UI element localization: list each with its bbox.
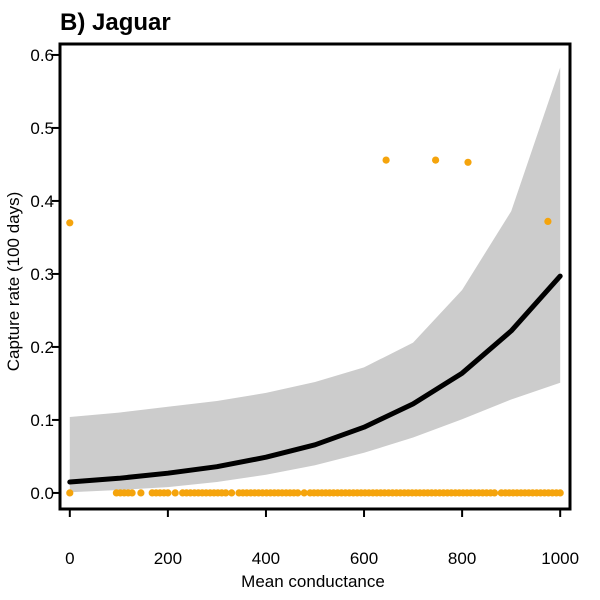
y-axis-label: Capture rate (100 days) bbox=[4, 192, 23, 372]
confidence-band-layer bbox=[69, 67, 561, 493]
data-point bbox=[382, 156, 390, 164]
x-axis-label: Mean conductance bbox=[241, 572, 385, 591]
data-point bbox=[544, 217, 552, 225]
data-point bbox=[222, 489, 230, 497]
x-tick-label: 800 bbox=[448, 549, 476, 568]
x-tick-label: 0 bbox=[65, 549, 74, 568]
data-point bbox=[300, 489, 308, 497]
x-axis: 0 200 400 600 800 1000 bbox=[65, 509, 579, 568]
y-tick-label: 0.4 bbox=[30, 192, 54, 211]
data-point bbox=[171, 489, 179, 497]
y-tick-label: 0.2 bbox=[30, 338, 54, 357]
confidence-band bbox=[69, 67, 561, 493]
data-point bbox=[490, 489, 499, 497]
fit-line-layer bbox=[67, 273, 563, 485]
data-point bbox=[464, 158, 472, 166]
data-point bbox=[556, 489, 564, 497]
x-tick-label: 600 bbox=[350, 549, 378, 568]
data-point bbox=[128, 489, 136, 497]
x-tick-label: 400 bbox=[252, 549, 280, 568]
x-tick-label: 1000 bbox=[541, 549, 579, 568]
data-point bbox=[66, 219, 74, 227]
x-tick-label: 200 bbox=[154, 549, 182, 568]
y-tick-label: 0.0 bbox=[30, 484, 54, 503]
y-tick-label: 0.6 bbox=[30, 46, 54, 65]
data-point bbox=[228, 489, 236, 497]
chart-title: B) Jaguar bbox=[60, 9, 171, 36]
y-tick-label: 0.1 bbox=[30, 411, 54, 430]
data-point bbox=[164, 489, 172, 497]
y-tick-label: 0.3 bbox=[30, 265, 54, 284]
data-point bbox=[66, 489, 74, 497]
y-axis: 0.0 0.1 0.2 0.3 0.4 0.5 0.6 bbox=[30, 46, 60, 503]
data-point bbox=[137, 489, 145, 497]
data-points-layer bbox=[66, 156, 564, 497]
plot-frame bbox=[58, 42, 572, 511]
data-point bbox=[294, 489, 302, 497]
data-point bbox=[432, 156, 440, 164]
y-tick-label: 0.5 bbox=[30, 119, 54, 138]
fit-line bbox=[67, 273, 563, 485]
